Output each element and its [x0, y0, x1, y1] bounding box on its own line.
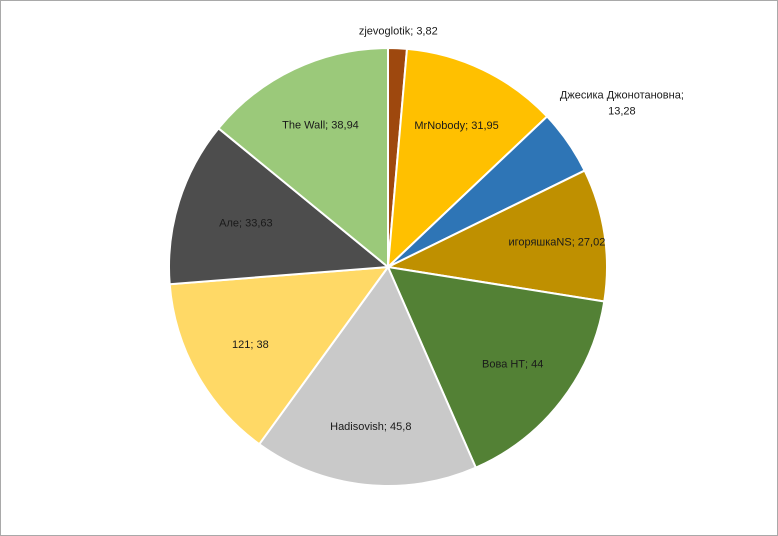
pie-slice: [168, 265, 391, 446]
data-label: игоряшкаNS; 27,02: [508, 237, 605, 249]
data-label: zjevoglotik; 3,82: [359, 26, 438, 38]
pie-slice: [386, 47, 549, 270]
data-label: Але; 33,63: [219, 218, 273, 230]
data-label: Вова НТ; 44: [482, 359, 543, 371]
data-label: The Wall; 38,94: [282, 120, 359, 132]
pie-slice: [168, 126, 391, 286]
pie-slice: [384, 169, 608, 303]
data-label: MrNobody; 31,95: [414, 120, 498, 132]
pie-slice: [257, 265, 478, 487]
data-label: Джесика Джонотановна; 13,28: [560, 90, 684, 118]
pie-slice: [217, 46, 389, 270]
pie-slice: [386, 265, 606, 469]
data-labels: zjevoglotik; 3,82 MrNobody; 31,95 Джесика …: [219, 26, 684, 433]
data-label: 121; 38: [232, 339, 269, 351]
pie-slices: [168, 46, 608, 487]
data-label: Hadisovish; 45,8: [330, 421, 411, 433]
